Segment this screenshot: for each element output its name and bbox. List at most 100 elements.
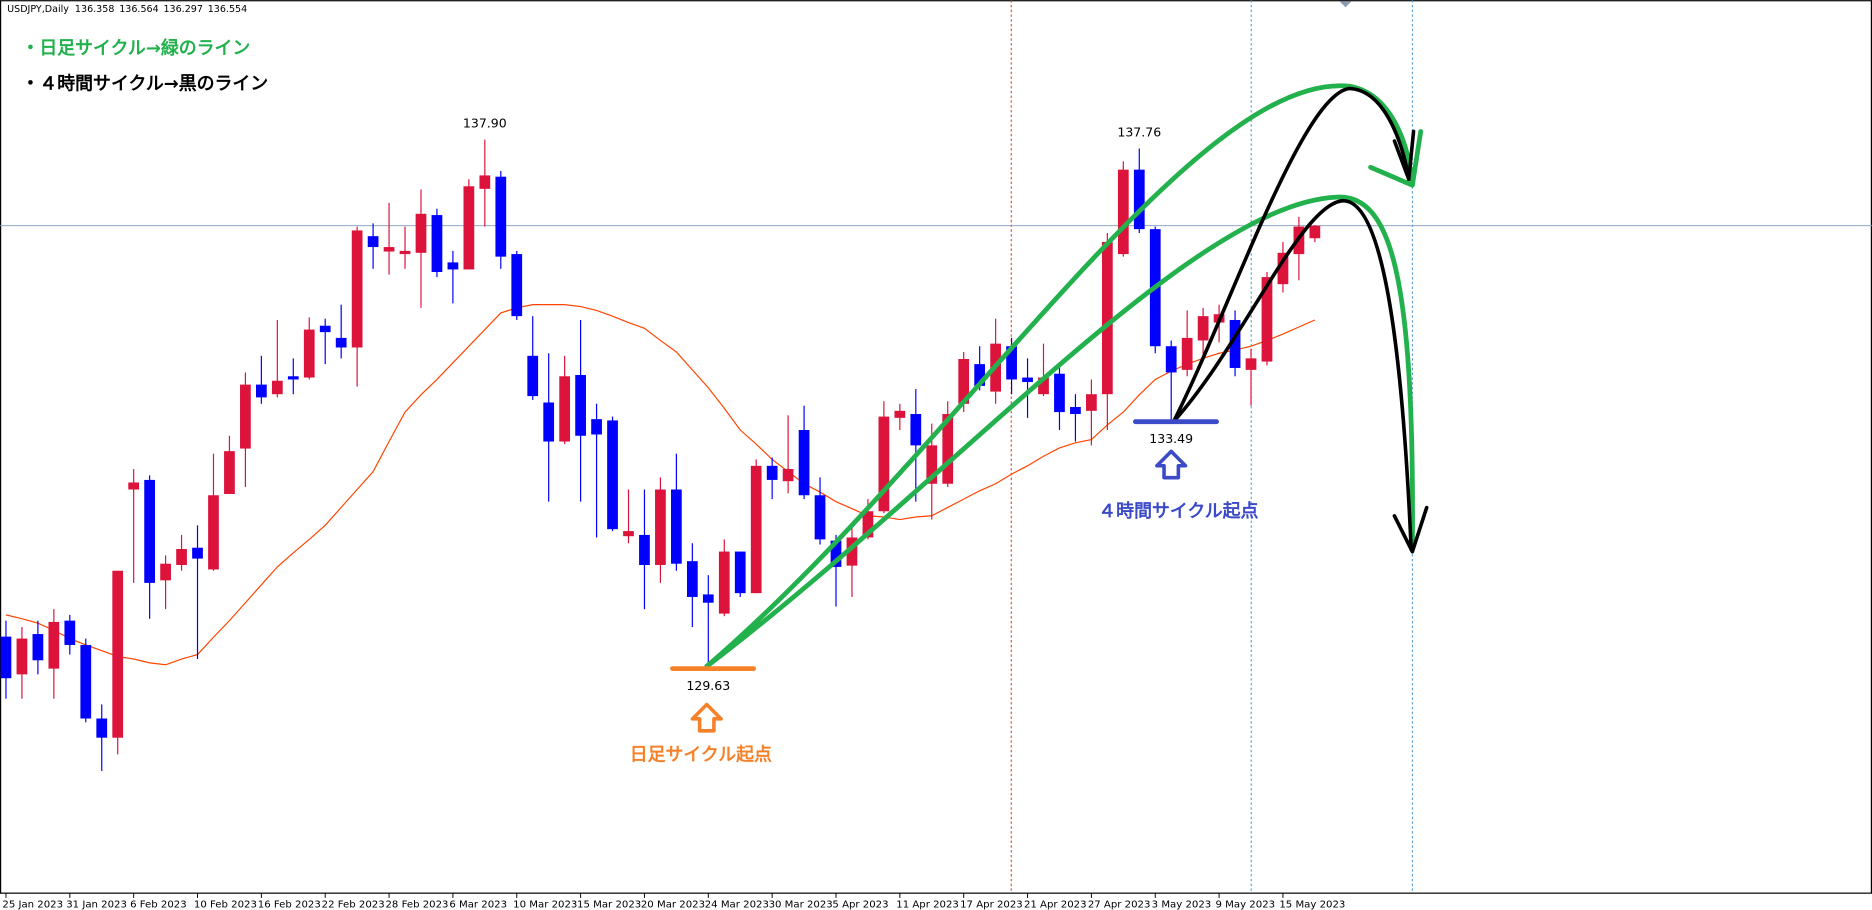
x-tick-label: 28 Feb 2023	[385, 899, 448, 910]
candle-body	[240, 384, 251, 449]
green-cycle-curve	[704, 83, 1415, 669]
price-label: 133.49	[1149, 431, 1193, 446]
black-cycle-curve	[1171, 86, 1411, 424]
candle-body	[1117, 169, 1129, 255]
candle-body	[351, 230, 363, 348]
candle-body	[128, 482, 140, 490]
candle-body	[958, 359, 970, 404]
up-arrow-icon	[1155, 449, 1188, 480]
symbol: USDJPY,Daily	[7, 4, 69, 15]
x-tick-label: 30 Mar 2023	[769, 899, 833, 910]
candle-body	[1181, 337, 1193, 370]
candle-body	[112, 570, 124, 738]
candle-body	[319, 325, 331, 333]
candle-body	[160, 563, 171, 581]
candle-body	[1245, 358, 1257, 370]
green-arrowhead	[1368, 129, 1424, 188]
candle-body	[862, 511, 874, 538]
x-tick-label: 15 Mar 2023	[577, 899, 641, 910]
header-open: 136.358	[75, 4, 114, 15]
candle-body	[224, 451, 235, 494]
candle-body	[0, 636, 12, 679]
candle-body	[830, 540, 842, 567]
candle-body	[734, 551, 746, 594]
candle-body	[1261, 277, 1273, 362]
candle-body	[942, 414, 954, 484]
candle-body	[591, 419, 602, 435]
candle-body	[894, 410, 906, 418]
x-tick-label: 9 May 2023	[1216, 899, 1276, 910]
black-cycle-curve	[1171, 198, 1413, 552]
annotation: 日足サイクル起点	[630, 744, 772, 766]
candle-body	[814, 495, 826, 540]
x-tick-label: 17 Apr 2023	[960, 899, 1023, 910]
green-cycle-curve	[704, 194, 1415, 669]
candle-body	[1054, 373, 1065, 413]
candle-body	[1133, 169, 1145, 230]
candle-body	[415, 213, 427, 253]
x-tick-label: 27 Apr 2023	[1088, 899, 1151, 910]
candle-body	[655, 489, 666, 565]
candle-body	[1070, 406, 1081, 415]
candle-body	[686, 561, 698, 597]
candle-body	[479, 175, 491, 189]
candle-body	[271, 380, 283, 395]
legend-note: ・４時間サイクル→黒のライン	[21, 74, 268, 95]
candle-body	[303, 329, 315, 378]
candle-body	[575, 374, 586, 436]
price-label: 129.63	[686, 678, 730, 693]
candle-body	[176, 548, 187, 565]
candle-body	[80, 644, 92, 719]
shift-marker	[1339, 1, 1352, 8]
x-tick-label: 31 Jan 2023	[66, 899, 127, 910]
x-tick-label: 16 Feb 2023	[258, 899, 321, 910]
legend-note: ・日足サイクル→緑のライン	[21, 37, 250, 59]
candle-body	[447, 262, 459, 270]
black-arrowhead	[1392, 129, 1416, 182]
candle-body	[32, 634, 44, 661]
x-tick-label: 24 Mar 2023	[705, 899, 769, 910]
candle-body	[16, 638, 28, 675]
candle-body	[192, 547, 203, 559]
candle-body	[702, 594, 714, 603]
x-tick-label: 10 Mar 2023	[513, 899, 577, 910]
candle-body	[607, 420, 618, 530]
x-tick-label: 20 Mar 2023	[641, 899, 705, 910]
candle-body	[255, 384, 267, 398]
candle-body	[671, 489, 682, 564]
candle-body	[1022, 377, 1033, 383]
candle-body	[1229, 319, 1241, 368]
x-tick-label: 21 Apr 2023	[1024, 899, 1087, 910]
candles: 25 Jan 2023 31 Jan 2023 6 Feb 2023 10 Feb 2…	[0, 116, 1872, 910]
candle-body	[527, 355, 539, 397]
x-tick-label: 6 Mar 2023	[449, 899, 507, 910]
candle-body	[639, 534, 650, 565]
up-arrow-icon	[690, 702, 723, 733]
price-label: 137.90	[463, 116, 507, 131]
candle-body	[974, 364, 986, 386]
candle-body	[495, 176, 507, 257]
header-high: 136.564	[119, 4, 158, 15]
candle-body	[543, 402, 555, 442]
candle-body	[399, 250, 411, 255]
candle-body	[926, 445, 938, 484]
candle-body	[383, 247, 395, 252]
x-tick-label: 22 Feb 2023	[322, 899, 385, 910]
x-tick-label: 10 Feb 2023	[194, 899, 257, 910]
candle-body	[750, 465, 762, 594]
candle-body	[511, 254, 523, 317]
candle-body	[910, 414, 922, 446]
x-tick-label: 5 Apr 2023	[832, 899, 888, 910]
candle-body	[367, 236, 379, 248]
hand-drawn-lines	[670, 83, 1429, 733]
x-tick-label: 15 May 2023	[1279, 899, 1345, 910]
candle-body	[1165, 346, 1177, 373]
candle-body	[1086, 394, 1097, 411]
candle-body	[878, 416, 890, 512]
x-tick-label: 11 Apr 2023	[896, 899, 959, 910]
candle-body	[335, 337, 347, 348]
candle-body	[623, 531, 634, 537]
candle-body	[798, 430, 810, 496]
